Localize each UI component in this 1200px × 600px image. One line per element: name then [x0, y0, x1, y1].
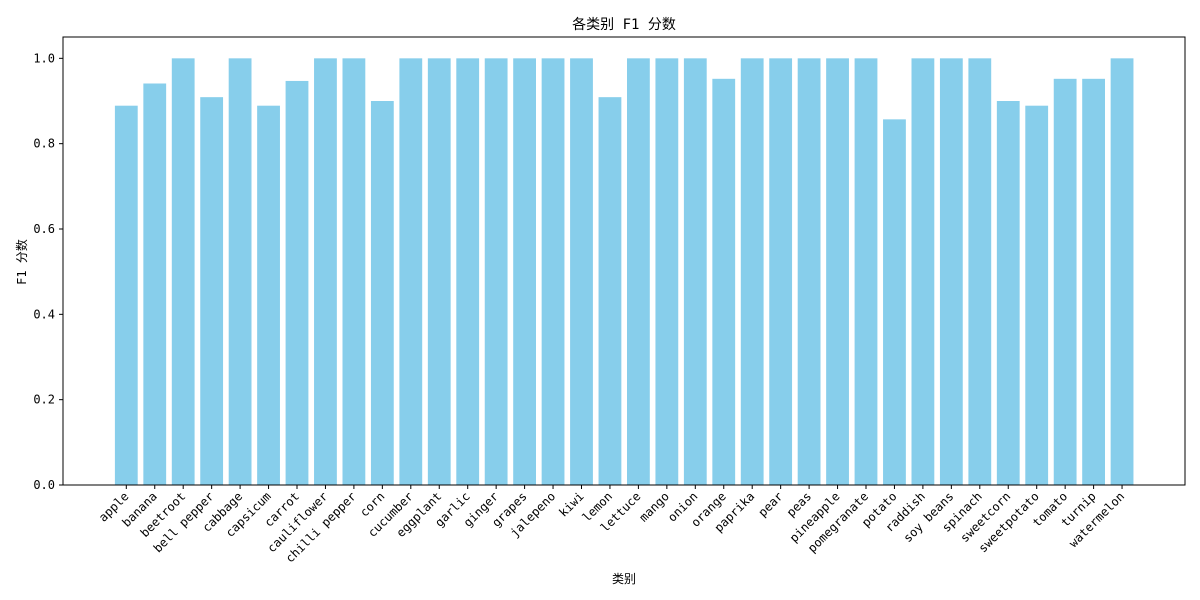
bar-lemon [598, 97, 622, 485]
bar-corn [370, 101, 394, 485]
x-axis-title: 类别 [612, 572, 636, 586]
bar-beetroot [171, 58, 195, 485]
bar-potato [883, 119, 906, 485]
y-tick-label: 0.4 [33, 307, 55, 321]
bar-garlic [456, 58, 480, 485]
bar-carrot [285, 80, 309, 486]
bar-kiwi [570, 58, 593, 485]
bar-raddish [911, 58, 935, 485]
plot-frame [62, 36, 1186, 486]
x-tick-label: mango [637, 489, 672, 524]
bar-spinach [968, 58, 992, 485]
bar-capsicum [257, 105, 280, 486]
bar-pineapple [826, 58, 849, 485]
bar-mango [655, 58, 679, 485]
bar-watermelon [1110, 58, 1134, 485]
bar-peas [797, 58, 821, 485]
bar-bell-pepper [200, 97, 224, 485]
bar-cauliflower [314, 58, 337, 485]
y-tick-label: 1.0 [33, 51, 55, 65]
x-tick-label: pear [755, 489, 785, 519]
bar-tomato [1053, 78, 1077, 486]
y-tick-label: 0.6 [33, 222, 55, 236]
y-tick-label: 0.2 [33, 393, 55, 407]
bar-soy-beans [939, 58, 963, 485]
bar-pomegranate [854, 58, 878, 485]
bar-banana [143, 83, 167, 486]
y-tick-label: 0.8 [33, 137, 55, 151]
bar-grapes [513, 58, 536, 485]
bar-paprika [740, 58, 764, 485]
bar-cucumber [399, 58, 423, 485]
bar-sweetcorn [996, 101, 1020, 485]
bars-group [114, 58, 1134, 486]
bar-pear [769, 58, 793, 485]
bar-onion [683, 58, 707, 485]
bar-cabbage [228, 58, 252, 485]
bar-lettuce [627, 58, 650, 485]
y-tick-label: 0.0 [33, 478, 55, 492]
bar-turnip [1082, 78, 1105, 486]
y-tick-labels: 0.0 0.2 0.4 0.6 0.8 1.0 [33, 51, 63, 492]
bar-ginger [484, 58, 508, 485]
bar-chilli-pepper [342, 58, 366, 485]
y-axis-title: F1 分数 [14, 239, 29, 285]
bar-sweetpotato [1025, 105, 1049, 486]
chart-title: 各类别 F1 分数 [572, 17, 676, 33]
bar-eggplant [427, 58, 451, 485]
bar-jalepeno [541, 58, 565, 485]
bar-orange [712, 78, 736, 486]
bar-apple [114, 105, 138, 486]
